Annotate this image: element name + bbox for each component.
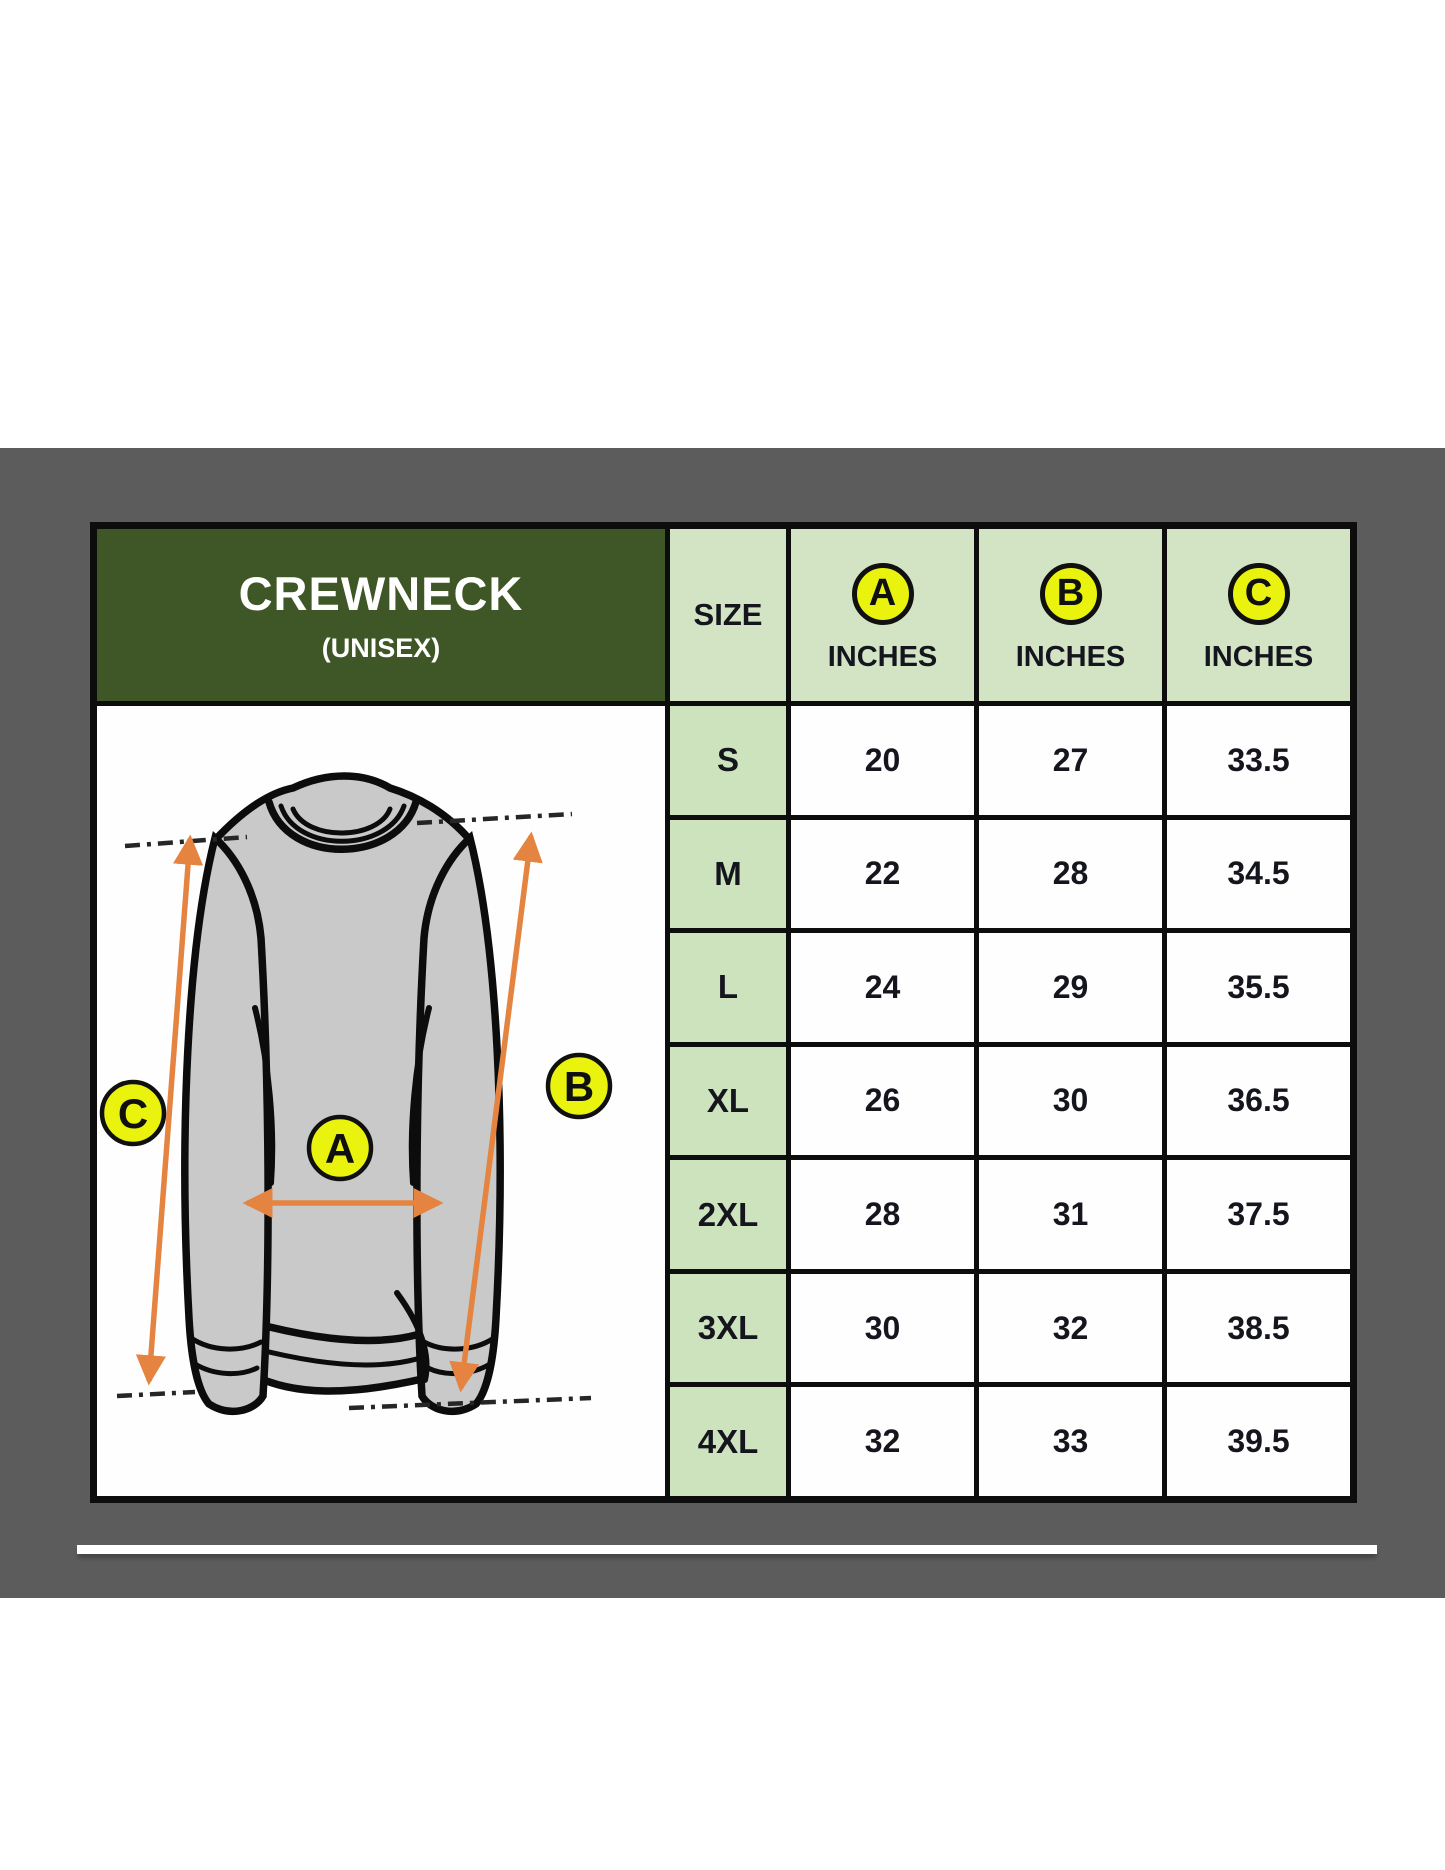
- svg-text:C: C: [118, 1090, 148, 1137]
- sweatshirt-drawing-svg: A B C: [99, 772, 613, 1416]
- c-badge-icon: C: [1227, 562, 1290, 625]
- measurement-value-c: 38.5: [1167, 1273, 1350, 1383]
- shoulder-reference-line-left: [124, 834, 248, 849]
- measurement-value-b: 27: [979, 706, 1162, 815]
- svg-text:A: A: [325, 1125, 355, 1172]
- measurement-value-b: 28: [979, 819, 1162, 929]
- measurement-value-a: 20: [791, 706, 974, 815]
- column-header-size: SIZE: [670, 529, 786, 701]
- a-badge-icon: A: [851, 562, 914, 625]
- size-row-label: XL: [670, 1046, 786, 1156]
- inches-label: INCHES: [1015, 640, 1126, 673]
- measurement-diagram: A B C: [97, 706, 665, 1496]
- b-badge-icon: B: [1039, 562, 1102, 625]
- diagram-marker-a: A: [306, 1114, 374, 1182]
- column-header-b: B INCHES: [979, 529, 1162, 701]
- column-header-c: C INCHES: [1167, 529, 1350, 701]
- measurement-value-b: 31: [979, 1160, 1162, 1269]
- diagram-marker-b: B: [545, 1052, 613, 1120]
- product-title: CREWNECK: [238, 567, 524, 620]
- sweatshirt-illustration: [181, 772, 504, 1416]
- measurement-value-c: 36.5: [1167, 1046, 1350, 1156]
- hem-reference-line-left: [116, 1389, 196, 1399]
- measurement-value-c: 39.5: [1167, 1387, 1350, 1496]
- measurement-value-c: 34.5: [1167, 819, 1350, 929]
- size-row-label: 3XL: [670, 1273, 786, 1383]
- shoulder-reference-line-right: [416, 811, 573, 826]
- measurement-value-a: 24: [791, 933, 974, 1042]
- measurement-value-c: 37.5: [1167, 1160, 1350, 1269]
- size-row-label: 4XL: [670, 1387, 786, 1496]
- measurement-value-a: 28: [791, 1160, 974, 1269]
- diagram-marker-c: C: [99, 1079, 167, 1147]
- inches-label: INCHES: [827, 640, 938, 673]
- size-row-label: L: [670, 933, 786, 1042]
- measurement-value-a: 26: [791, 1046, 974, 1156]
- size-table: SIZE A INCHES B INCHES C INCHES S 20 27 33.…: [670, 529, 1350, 1496]
- measurement-value-a: 22: [791, 819, 974, 929]
- hem-reference-line-right: [348, 1395, 592, 1411]
- size-row-label: M: [670, 819, 786, 929]
- column-header-a: A INCHES: [791, 529, 974, 701]
- size-chart-panel: CREWNECK (UNISEX): [90, 522, 1357, 1503]
- product-subtitle: (UNISEX): [321, 633, 441, 663]
- size-row-label: 2XL: [670, 1160, 786, 1269]
- measurement-arrow-b: [449, 831, 543, 1393]
- diagram-column: CREWNECK (UNISEX): [97, 529, 665, 1496]
- product-title-header: CREWNECK (UNISEX): [97, 529, 665, 701]
- measurement-value-b: 29: [979, 933, 1162, 1042]
- measurement-value-c: 35.5: [1167, 933, 1350, 1042]
- measurement-value-b: 30: [979, 1046, 1162, 1156]
- measurement-value-a: 30: [791, 1273, 974, 1383]
- measurement-value-b: 33: [979, 1387, 1162, 1496]
- measurement-arrow-c: [135, 834, 204, 1386]
- measurement-value-b: 32: [979, 1273, 1162, 1383]
- size-row-label: S: [670, 706, 786, 815]
- measurement-value-a: 32: [791, 1387, 974, 1496]
- measurement-value-c: 33.5: [1167, 706, 1350, 815]
- inches-label: INCHES: [1203, 640, 1314, 673]
- bottom-divider-bar: [77, 1545, 1377, 1554]
- svg-text:B: B: [564, 1063, 594, 1110]
